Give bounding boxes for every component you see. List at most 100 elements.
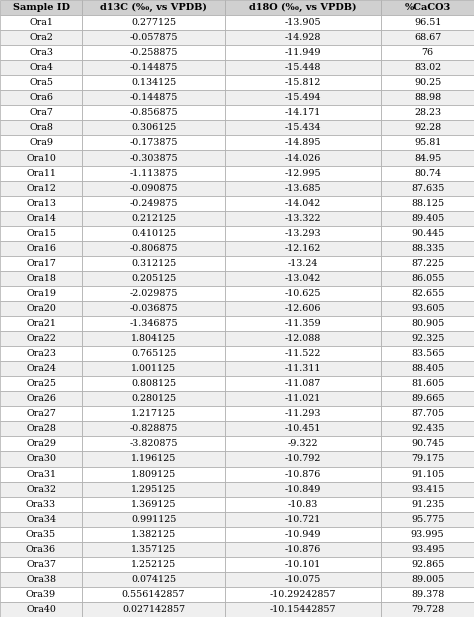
Bar	[381, 602, 474, 617]
Bar	[82, 15, 225, 30]
Text: -0.828875: -0.828875	[129, 424, 178, 433]
Text: -11.087: -11.087	[285, 379, 321, 388]
Bar	[0, 602, 82, 617]
Text: -0.173875: -0.173875	[129, 138, 178, 147]
Text: 0.134125: 0.134125	[131, 78, 176, 87]
Text: Ora17: Ora17	[26, 259, 56, 268]
Bar	[225, 210, 381, 226]
Text: -2.029875: -2.029875	[129, 289, 178, 298]
Bar	[82, 361, 225, 376]
Bar	[82, 346, 225, 361]
Text: 1.382125: 1.382125	[131, 530, 176, 539]
Text: 89.665: 89.665	[411, 394, 445, 404]
Text: 91.105: 91.105	[411, 470, 444, 479]
Bar	[82, 407, 225, 421]
Bar	[82, 466, 225, 481]
Bar	[381, 481, 474, 497]
Bar	[225, 0, 381, 15]
Text: 90.445: 90.445	[411, 229, 444, 238]
Text: Ora21: Ora21	[26, 319, 56, 328]
Bar	[381, 452, 474, 466]
Bar	[381, 346, 474, 361]
Text: 87.635: 87.635	[411, 184, 444, 193]
Bar	[225, 602, 381, 617]
Text: -0.258875: -0.258875	[129, 48, 178, 57]
Bar	[381, 226, 474, 241]
Text: Ora25: Ora25	[26, 379, 56, 388]
Text: 93.415: 93.415	[411, 484, 444, 494]
Bar	[0, 0, 82, 15]
Text: 93.495: 93.495	[411, 545, 445, 554]
Text: -12.606: -12.606	[285, 304, 321, 313]
Bar	[82, 391, 225, 407]
Bar	[0, 165, 82, 181]
Bar	[225, 120, 381, 136]
Text: -0.144875: -0.144875	[129, 63, 178, 72]
Bar	[0, 587, 82, 602]
Bar	[0, 90, 82, 106]
Text: -13.293: -13.293	[285, 229, 321, 238]
Text: 0.312125: 0.312125	[131, 259, 176, 268]
Bar	[0, 436, 82, 452]
Bar	[82, 301, 225, 316]
Bar	[0, 452, 82, 466]
Bar	[381, 286, 474, 301]
Text: 1.809125: 1.809125	[131, 470, 176, 479]
Text: -11.293: -11.293	[285, 409, 321, 418]
Text: Ora12: Ora12	[26, 184, 56, 193]
Text: 0.205125: 0.205125	[131, 274, 176, 283]
Bar	[0, 361, 82, 376]
Bar	[0, 60, 82, 75]
Text: 86.055: 86.055	[411, 274, 444, 283]
Bar	[0, 226, 82, 241]
Bar	[82, 60, 225, 75]
Bar	[381, 376, 474, 391]
Bar	[225, 241, 381, 256]
Text: Ora23: Ora23	[26, 349, 56, 358]
Text: -1.346875: -1.346875	[129, 319, 178, 328]
Text: Ora28: Ora28	[26, 424, 56, 433]
Bar	[0, 557, 82, 572]
Text: 0.027142857: 0.027142857	[122, 605, 185, 614]
Text: Ora39: Ora39	[26, 590, 56, 599]
Text: 95.775: 95.775	[411, 515, 444, 524]
Text: 89.378: 89.378	[411, 590, 444, 599]
Text: Ora20: Ora20	[26, 304, 56, 313]
Text: Ora37: Ora37	[26, 560, 56, 569]
Bar	[381, 256, 474, 271]
Bar	[225, 407, 381, 421]
Bar	[225, 45, 381, 60]
Bar	[225, 572, 381, 587]
Bar	[225, 256, 381, 271]
Text: 93.605: 93.605	[411, 304, 445, 313]
Bar	[82, 527, 225, 542]
Bar	[82, 376, 225, 391]
Bar	[82, 421, 225, 436]
Text: 95.81: 95.81	[414, 138, 441, 147]
Bar	[381, 75, 474, 90]
Bar	[381, 497, 474, 511]
Text: -15.434: -15.434	[285, 123, 321, 133]
Text: d13C (‰, vs VPDB): d13C (‰, vs VPDB)	[100, 3, 207, 12]
Text: 1.217125: 1.217125	[131, 409, 176, 418]
Text: Ora40: Ora40	[26, 605, 56, 614]
Bar	[82, 587, 225, 602]
Text: 83.02: 83.02	[414, 63, 441, 72]
Bar	[82, 75, 225, 90]
Text: 96.51: 96.51	[414, 18, 441, 27]
Text: -9.322: -9.322	[288, 439, 319, 449]
Bar	[0, 421, 82, 436]
Bar	[225, 15, 381, 30]
Bar	[225, 361, 381, 376]
Bar	[0, 407, 82, 421]
Text: 1.196125: 1.196125	[131, 455, 176, 463]
Bar	[225, 436, 381, 452]
Text: -15.494: -15.494	[285, 93, 321, 102]
Bar	[0, 30, 82, 45]
Text: 0.306125: 0.306125	[131, 123, 176, 133]
Bar	[0, 527, 82, 542]
Text: -15.812: -15.812	[285, 78, 321, 87]
Text: Ora35: Ora35	[26, 530, 56, 539]
Text: 88.125: 88.125	[411, 199, 444, 208]
Text: %CaCO3: %CaCO3	[404, 3, 451, 12]
